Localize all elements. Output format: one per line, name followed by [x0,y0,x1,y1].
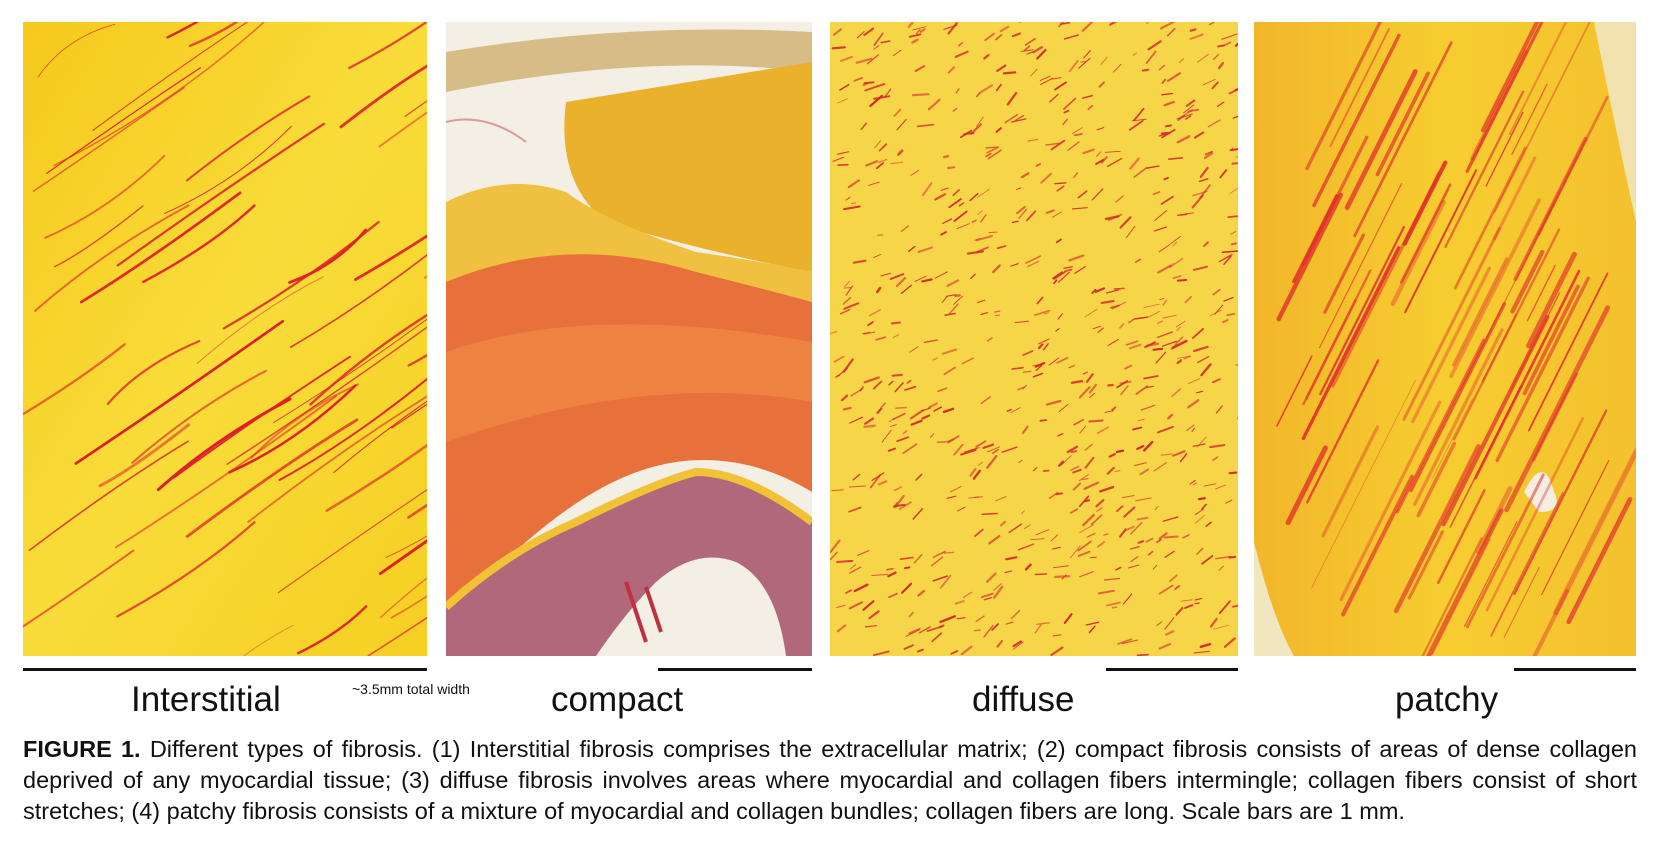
label-compact: compact [551,680,684,719]
label-patchy: patchy [1395,680,1499,719]
figure-label: FIGURE 1. [23,736,141,762]
panel-compact-image [446,22,812,656]
scale-bar-compact [658,668,812,671]
figure-caption: FIGURE 1. Different types of fibrosis. (… [23,734,1637,827]
panel-interstitial-image [23,22,427,656]
scale-bar-diffuse [1106,668,1238,671]
scale-bar-patchy [1514,668,1636,671]
scale-note: ~3.5mm total width [352,681,470,697]
caption-text: Different types of fibrosis. (1) Interst… [23,736,1637,824]
label-diffuse: diffuse [972,680,1075,719]
scale-bar-interstitial [23,668,427,671]
label-interstitial: Interstitial [131,680,281,719]
panel-patchy-image [1254,22,1636,656]
panel-diffuse-image [830,22,1238,656]
